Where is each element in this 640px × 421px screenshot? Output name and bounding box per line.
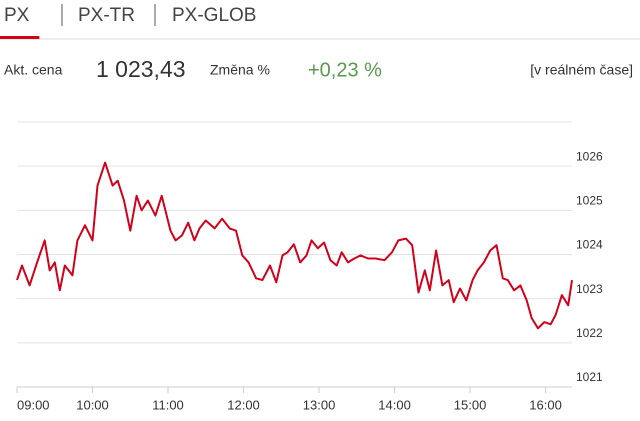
change-label: Změna % [210, 62, 270, 78]
price-line [16, 161, 573, 330]
y-tick-label: 1023 [576, 282, 603, 296]
x-tick-label: 11:00 [152, 397, 184, 412]
y-tick-label: 1021 [576, 370, 603, 384]
y-tick-label: 1022 [576, 326, 603, 340]
tab[interactable]: PX [4, 5, 30, 26]
x-tick-label: 14:00 [378, 397, 411, 412]
y-tick-label: 1024 [576, 238, 603, 252]
x-tick-label: 12:00 [227, 397, 260, 412]
price: 1 023,43 [96, 56, 186, 82]
x-tick-label: 15:00 [454, 397, 487, 412]
x-tick-label: 13:00 [303, 397, 336, 412]
tab[interactable]: PX-GLOB [172, 5, 256, 26]
tab[interactable]: PX-TR [78, 5, 135, 26]
active-tab-indicator [0, 36, 40, 39]
y-tick-label: 1025 [576, 194, 603, 208]
y-tick-label: 1026 [576, 149, 603, 163]
x-tick-label: 09:00 [17, 397, 50, 412]
change: +0,23 % [308, 59, 382, 81]
price-label: Akt. cena [4, 62, 63, 78]
x-tick-label: 10:00 [76, 397, 109, 412]
x-tick-label: 16:00 [529, 397, 562, 412]
status: [v reálném čase] [530, 62, 633, 78]
